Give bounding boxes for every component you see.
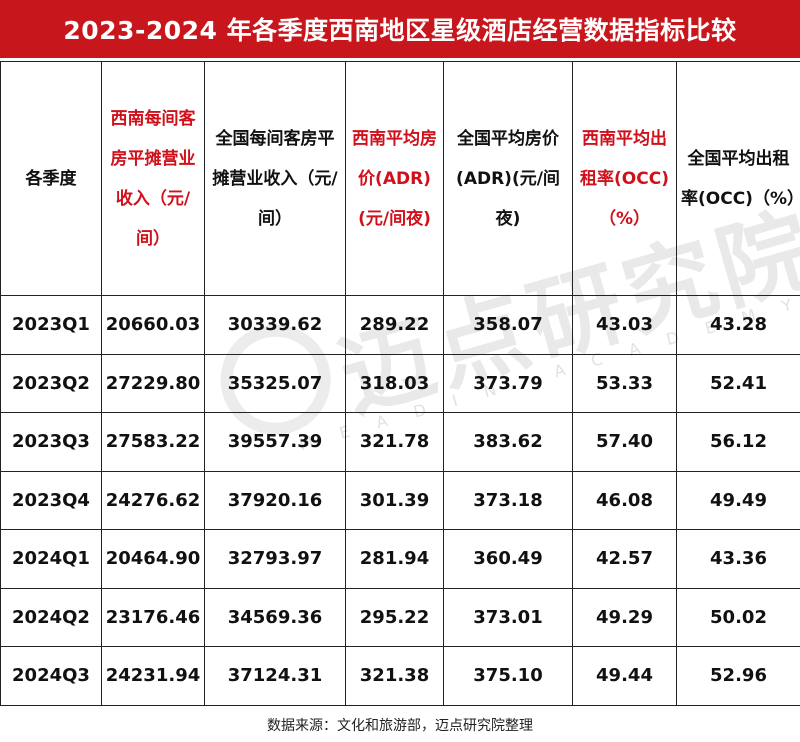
header-sw-occ: 西南平均出租率(OCC)（%） — [572, 61, 677, 296]
table-cell: 373.01 — [443, 587, 573, 647]
header-national-occ: 全国平均出租率(OCC)（%） — [676, 61, 800, 296]
table-cell: 375.10 — [443, 646, 573, 706]
table-cell: 42.57 — [572, 529, 677, 589]
table-cell: 34569.36 — [204, 587, 346, 647]
table-row: 2023Q2 27229.80 35325.07 318.03 373.79 5… — [0, 353, 800, 413]
table-cell: 43.28 — [676, 295, 800, 355]
table-cell: 2024Q3 — [0, 646, 102, 706]
table-row: 2024Q3 24231.94 37124.31 321.38 375.10 4… — [0, 646, 800, 706]
table-cell: 37920.16 — [204, 470, 346, 530]
table-cell: 373.18 — [443, 470, 573, 530]
table-cell: 289.22 — [345, 295, 444, 355]
table-cell: 360.49 — [443, 529, 573, 589]
header-sw-revpar: 西南每间客房平摊营业收入（元/间） — [101, 61, 205, 296]
table-cell: 49.44 — [572, 646, 677, 706]
table-cell: 27229.80 — [101, 353, 205, 413]
table-cell: 318.03 — [345, 353, 444, 413]
table-cell: 281.94 — [345, 529, 444, 589]
table-cell: 2023Q4 — [0, 470, 102, 530]
table-cell: 32793.97 — [204, 529, 346, 589]
table-row: 2024Q1 20464.90 32793.97 281.94 360.49 4… — [0, 529, 800, 589]
table-cell: 52.41 — [676, 353, 800, 413]
table-cell: 39557.39 — [204, 412, 346, 472]
table-cell: 27583.22 — [101, 412, 205, 472]
table-title: 2023-2024 年各季度西南地区星级酒店经营数据指标比较 — [0, 0, 800, 58]
header-national-revpar: 全国每间客房平摊营业收入（元/间） — [204, 61, 346, 296]
table-cell: 43.36 — [676, 529, 800, 589]
table-cell: 49.29 — [572, 587, 677, 647]
table-cell: 56.12 — [676, 412, 800, 472]
table-cell: 53.33 — [572, 353, 677, 413]
data-table: 各季度 西南每间客房平摊营业收入（元/间） 全国每间客房平摊营业收入（元/间） … — [0, 61, 800, 706]
table-cell: 35325.07 — [204, 353, 346, 413]
table-cell: 50.02 — [676, 587, 800, 647]
table-cell: 24276.62 — [101, 470, 205, 530]
table-cell: 2024Q2 — [0, 587, 102, 647]
table-cell: 24231.94 — [101, 646, 205, 706]
table-cell: 37124.31 — [204, 646, 346, 706]
table-cell: 2023Q1 — [0, 295, 102, 355]
table-cell: 52.96 — [676, 646, 800, 706]
table-cell: 43.03 — [572, 295, 677, 355]
table-row: 2023Q1 20660.03 30339.62 289.22 358.07 4… — [0, 295, 800, 355]
table-cell: 46.08 — [572, 470, 677, 530]
table-cell: 358.07 — [443, 295, 573, 355]
table-cell: 23176.46 — [101, 587, 205, 647]
table-cell: 20464.90 — [101, 529, 205, 589]
table-cell: 295.22 — [345, 587, 444, 647]
table-row: 2024Q2 23176.46 34569.36 295.22 373.01 4… — [0, 587, 800, 647]
table-cell: 2024Q1 — [0, 529, 102, 589]
table-cell: 30339.62 — [204, 295, 346, 355]
header-sw-adr: 西南平均房价(ADR)(元/间夜) — [345, 61, 444, 296]
header-national-adr: 全国平均房价(ADR)(元/间夜) — [443, 61, 573, 296]
table-cell: 321.78 — [345, 412, 444, 472]
table-cell: 383.62 — [443, 412, 573, 472]
table-cell: 321.38 — [345, 646, 444, 706]
table-row: 2023Q3 27583.22 39557.39 321.78 383.62 5… — [0, 412, 800, 472]
table-cell: 57.40 — [572, 412, 677, 472]
header-quarter: 各季度 — [0, 61, 102, 296]
source-note: 数据来源：文化和旅游部，迈点研究院整理 — [267, 718, 533, 734]
table-cell: 2023Q2 — [0, 353, 102, 413]
table-cell: 49.49 — [676, 470, 800, 530]
table-row: 2023Q4 24276.62 37920.16 301.39 373.18 4… — [0, 470, 800, 530]
table-cell: 373.79 — [443, 353, 573, 413]
table-cell: 2023Q3 — [0, 412, 102, 472]
header-row: 各季度 西南每间客房平摊营业收入（元/间） 全国每间客房平摊营业收入（元/间） … — [0, 61, 800, 296]
table-cell: 301.39 — [345, 470, 444, 530]
table-cell: 20660.03 — [101, 295, 205, 355]
